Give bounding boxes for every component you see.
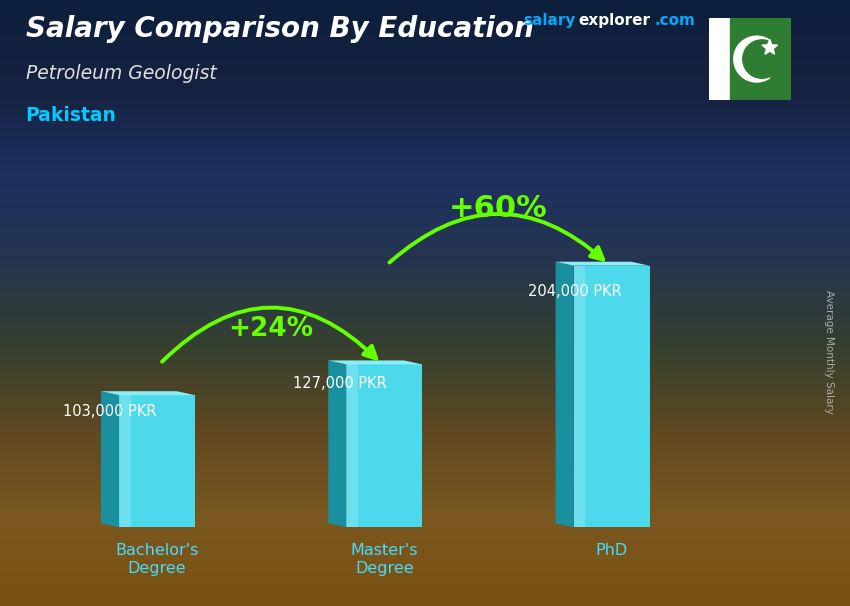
Polygon shape [101, 391, 119, 527]
Text: .com: .com [654, 13, 695, 28]
Polygon shape [556, 262, 574, 527]
Polygon shape [762, 39, 778, 55]
Bar [709, 18, 729, 100]
Bar [574, 265, 585, 527]
Bar [347, 364, 422, 527]
Polygon shape [328, 361, 347, 527]
Wedge shape [743, 40, 773, 78]
Polygon shape [101, 391, 195, 395]
Text: Petroleum Geologist: Petroleum Geologist [26, 64, 216, 82]
Bar [119, 395, 195, 527]
Bar [729, 18, 791, 100]
Text: explorer: explorer [578, 13, 650, 28]
Bar [574, 265, 649, 527]
Polygon shape [328, 361, 422, 364]
Wedge shape [734, 36, 770, 82]
Text: +24%: +24% [228, 316, 314, 342]
Text: Pakistan: Pakistan [26, 106, 116, 125]
Polygon shape [556, 262, 649, 265]
Text: salary: salary [523, 13, 575, 28]
Text: +60%: +60% [449, 194, 547, 222]
Text: Average Monthly Salary: Average Monthly Salary [824, 290, 834, 413]
Text: 127,000 PKR: 127,000 PKR [293, 376, 388, 391]
Text: 103,000 PKR: 103,000 PKR [63, 404, 156, 419]
Text: Salary Comparison By Education: Salary Comparison By Education [26, 15, 534, 43]
Text: 204,000 PKR: 204,000 PKR [529, 284, 622, 299]
Bar [347, 364, 358, 527]
Bar [119, 395, 131, 527]
